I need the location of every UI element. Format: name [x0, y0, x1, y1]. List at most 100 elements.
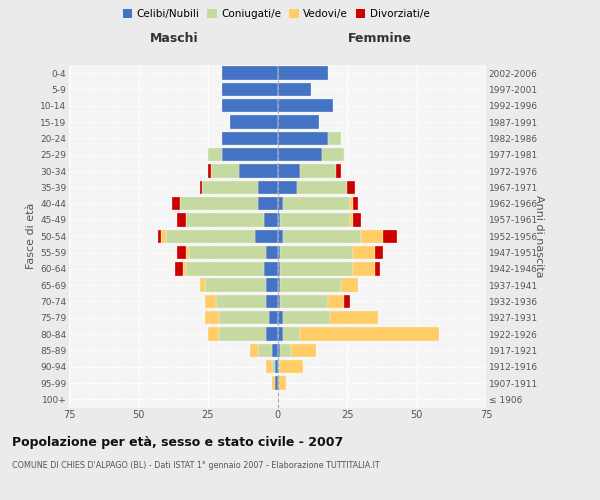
- Bar: [277, 360, 280, 374]
- Bar: [341, 278, 358, 292]
- Bar: [280, 214, 350, 226]
- Bar: [186, 214, 263, 226]
- Bar: [353, 246, 375, 259]
- Bar: [202, 180, 258, 194]
- Bar: [375, 262, 380, 276]
- Bar: [222, 148, 277, 162]
- Bar: [331, 311, 377, 324]
- Bar: [180, 197, 258, 210]
- Bar: [277, 66, 328, 80]
- Bar: [266, 360, 272, 374]
- Bar: [277, 246, 280, 259]
- Bar: [277, 328, 283, 341]
- Bar: [277, 197, 283, 210]
- Bar: [217, 295, 266, 308]
- Bar: [272, 344, 277, 357]
- Bar: [186, 246, 188, 259]
- Bar: [266, 246, 277, 259]
- Bar: [375, 246, 383, 259]
- Text: Maschi: Maschi: [151, 32, 199, 45]
- Bar: [183, 262, 186, 276]
- Bar: [344, 295, 350, 308]
- Bar: [266, 295, 277, 308]
- Bar: [277, 83, 311, 96]
- Bar: [283, 230, 361, 243]
- Bar: [283, 311, 331, 324]
- Bar: [275, 376, 277, 390]
- Bar: [263, 262, 277, 276]
- Bar: [280, 278, 341, 292]
- Bar: [258, 344, 272, 357]
- Bar: [275, 360, 277, 374]
- Bar: [188, 246, 266, 259]
- Bar: [255, 230, 277, 243]
- Bar: [322, 148, 344, 162]
- Bar: [239, 164, 277, 177]
- Bar: [178, 246, 186, 259]
- Bar: [222, 83, 277, 96]
- Bar: [280, 344, 292, 357]
- Bar: [272, 360, 275, 374]
- Bar: [280, 360, 302, 374]
- Bar: [222, 66, 277, 80]
- Bar: [230, 116, 277, 129]
- Bar: [219, 311, 269, 324]
- Bar: [269, 311, 277, 324]
- Bar: [178, 214, 186, 226]
- Bar: [266, 278, 277, 292]
- Bar: [222, 99, 277, 112]
- Bar: [277, 344, 280, 357]
- Bar: [208, 164, 211, 177]
- Bar: [277, 295, 280, 308]
- Bar: [250, 344, 258, 357]
- Bar: [205, 311, 219, 324]
- Bar: [277, 278, 280, 292]
- Bar: [350, 214, 353, 226]
- Bar: [277, 164, 300, 177]
- Bar: [277, 116, 319, 129]
- Bar: [383, 230, 397, 243]
- Bar: [277, 99, 333, 112]
- Bar: [300, 164, 336, 177]
- Bar: [353, 262, 375, 276]
- Bar: [263, 214, 277, 226]
- Bar: [277, 214, 280, 226]
- Bar: [222, 132, 277, 145]
- Bar: [350, 197, 353, 210]
- Bar: [283, 328, 300, 341]
- Bar: [211, 164, 239, 177]
- Bar: [272, 376, 275, 390]
- Bar: [258, 197, 277, 210]
- Bar: [277, 230, 283, 243]
- Text: COMUNE DI CHIES D'ALPAGO (BL) - Dati ISTAT 1° gennaio 2007 - Elaborazione TUTTIT: COMUNE DI CHIES D'ALPAGO (BL) - Dati IST…: [12, 462, 380, 470]
- Bar: [166, 230, 255, 243]
- Bar: [280, 262, 353, 276]
- Bar: [277, 376, 286, 390]
- Bar: [205, 278, 266, 292]
- Bar: [336, 164, 341, 177]
- Bar: [280, 246, 353, 259]
- Bar: [328, 295, 344, 308]
- Bar: [300, 328, 439, 341]
- Bar: [277, 132, 328, 145]
- Bar: [277, 262, 280, 276]
- Bar: [347, 180, 355, 194]
- Bar: [353, 214, 361, 226]
- Legend: Celibi/Nubili, Coniugati/e, Vedovi/e, Divorziati/e: Celibi/Nubili, Coniugati/e, Vedovi/e, Di…: [119, 5, 433, 24]
- Bar: [205, 295, 217, 308]
- Bar: [283, 197, 350, 210]
- Bar: [297, 180, 347, 194]
- Bar: [277, 148, 322, 162]
- Bar: [208, 148, 222, 162]
- Y-axis label: Fasce di età: Fasce di età: [26, 203, 36, 270]
- Text: Popolazione per età, sesso e stato civile - 2007: Popolazione per età, sesso e stato civil…: [12, 436, 343, 449]
- Bar: [258, 180, 277, 194]
- Bar: [219, 328, 266, 341]
- Bar: [172, 197, 180, 210]
- Bar: [292, 344, 316, 357]
- Bar: [277, 311, 283, 324]
- Bar: [280, 295, 328, 308]
- Bar: [200, 180, 202, 194]
- Bar: [200, 278, 205, 292]
- Bar: [186, 262, 263, 276]
